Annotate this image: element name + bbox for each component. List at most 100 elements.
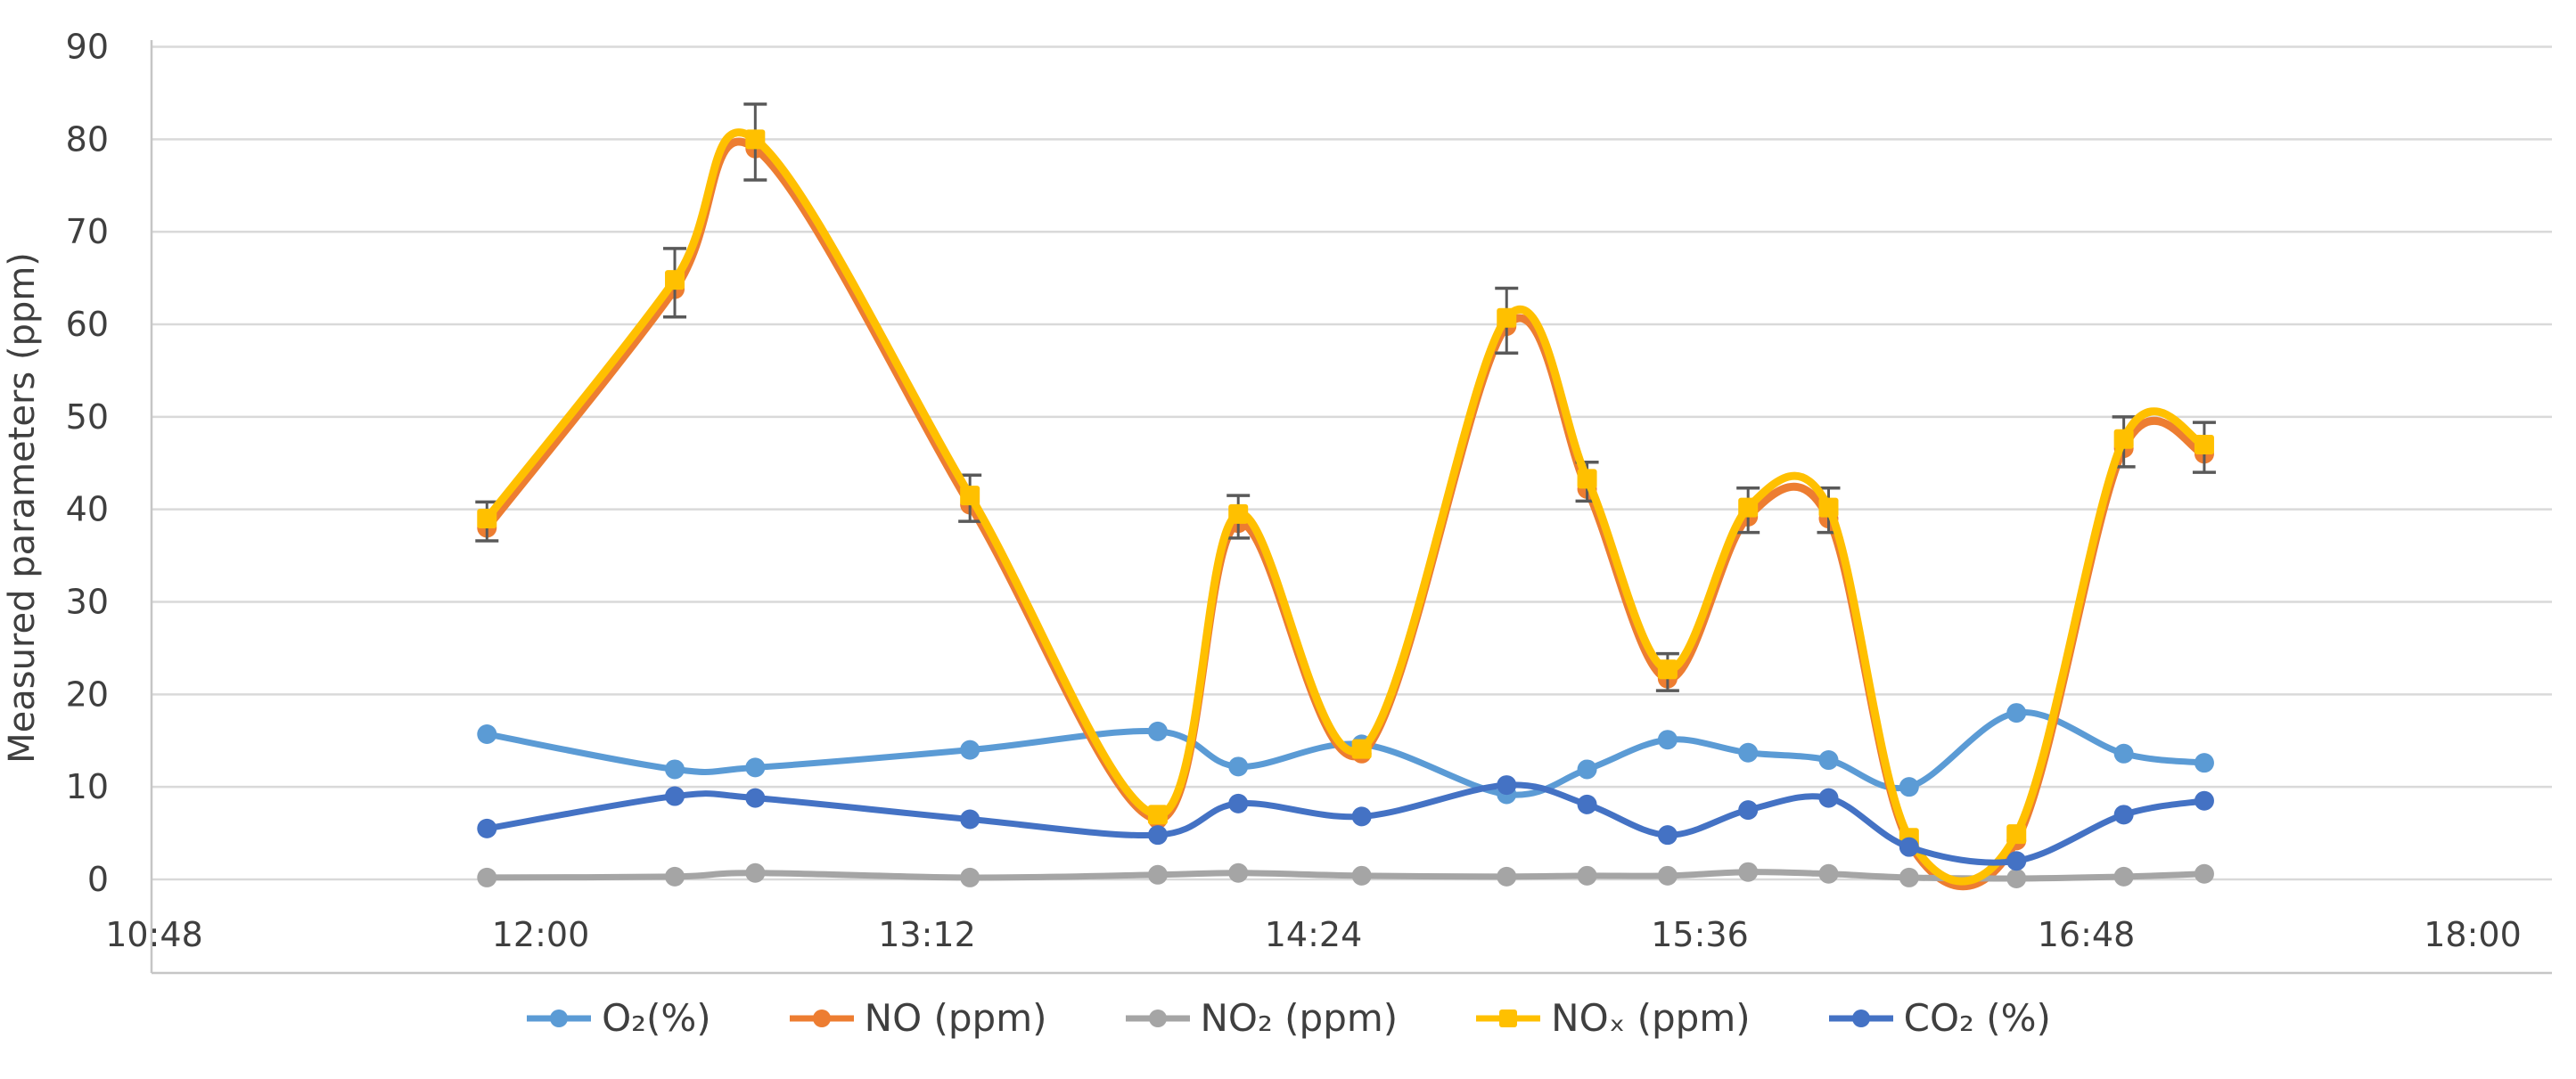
marker-nox (665, 270, 685, 290)
marker-co2 (1497, 775, 1517, 796)
marker-o2 (2006, 703, 2027, 723)
marker-no2 (960, 867, 980, 887)
x-axis-tick-labels: 10:48 12:00 13:12 14:24 15:36 16:48 18:00 (105, 915, 2522, 954)
marker-o2 (1228, 756, 1249, 777)
marker-co2 (960, 809, 980, 830)
y-axis-tick-labels: 0 10 20 30 40 50 60 70 80 90 (66, 28, 109, 900)
legend-item-no2: NO₂ (ppm) (1124, 996, 1399, 1040)
marker-o2 (1577, 759, 1597, 780)
x-tick-label-1800: 18:00 (2424, 915, 2522, 954)
marker-o2 (1147, 721, 1168, 741)
marker-no2 (1899, 867, 1919, 887)
marker-co2 (1147, 825, 1168, 846)
marker-nox (2194, 434, 2214, 454)
marker-co2 (477, 818, 497, 838)
marker-o2 (2113, 743, 2134, 764)
marker-co2 (1351, 806, 1372, 827)
marker-no2 (1577, 865, 1597, 886)
marker-co2 (1738, 800, 1759, 821)
marker-co2 (745, 788, 766, 808)
legend-item-o2: O₂(%) (525, 996, 711, 1040)
marker-nox (1818, 497, 1839, 518)
series-markers-no2 (477, 862, 2214, 888)
legend-item-nox: NOₓ (ppm) (1474, 996, 1751, 1040)
marker-nox (2113, 429, 2134, 449)
marker-nox (1228, 503, 1249, 524)
marker-co2 (2194, 790, 2214, 811)
marker-no2 (2006, 868, 2027, 888)
marker-no2 (1228, 862, 1249, 883)
y-tick-label-30: 30 (66, 583, 109, 622)
marker-o2 (1738, 742, 1759, 763)
marker-nox (1147, 805, 1168, 825)
marker-nox (745, 129, 766, 150)
x-tick-label-1048: 10:48 (105, 915, 203, 954)
marker-no2 (477, 867, 497, 887)
marker-nox (1577, 469, 1597, 489)
marker-co2 (2006, 851, 2027, 871)
x-tick-label-1200: 12:00 (492, 915, 590, 954)
y-tick-label-0: 0 (87, 860, 109, 899)
legend-item-no: NO (ppm) (788, 996, 1047, 1040)
marker-o2 (1657, 730, 1678, 750)
marker-nox (477, 509, 497, 529)
marker-co2 (1228, 793, 1249, 813)
y-axis-title: Measured parameters (ppm) (2, 252, 43, 764)
gridlines (152, 45, 2552, 881)
marker-nox (1497, 307, 1517, 328)
marker-o2 (1818, 750, 1839, 771)
y-tick-label-20: 20 (66, 674, 109, 714)
legend-key-no-icon (789, 1009, 854, 1027)
marker-no2 (665, 866, 685, 887)
legend-label-no2: NO₂ (ppm) (1200, 996, 1399, 1040)
y-tick-label-90: 90 (66, 28, 109, 67)
marker-no2 (2113, 866, 2134, 887)
marker-no2 (1497, 866, 1517, 887)
chart-legend: O₂(%) NO (ppm) NO₂ (ppm) NOₓ (ppm) CO₂ (%) (0, 996, 2576, 1040)
marker-co2 (665, 786, 685, 806)
marker-o2 (477, 723, 497, 744)
marker-nox (1657, 659, 1678, 680)
x-tick-label-1648: 16:48 (2038, 915, 2136, 954)
marker-nox (960, 486, 980, 506)
marker-nox (2006, 824, 2027, 845)
legend-key-nox-icon (1476, 1009, 1541, 1027)
legend-label-no: NO (ppm) (864, 996, 1047, 1040)
y-tick-label-60: 60 (66, 305, 109, 344)
y-tick-label-40: 40 (66, 490, 109, 529)
marker-o2 (1899, 777, 1919, 797)
legend-key-no2-icon (1125, 1009, 1190, 1027)
marker-o2 (745, 757, 766, 778)
legend-label-o2: O₂(%) (602, 996, 711, 1040)
y-tick-label-80: 80 (66, 119, 109, 159)
series-markers-co2 (477, 775, 2214, 871)
marker-o2 (960, 740, 980, 760)
marker-no2 (1738, 862, 1759, 882)
x-tick-label-1312: 13:12 (878, 915, 976, 954)
marker-no2 (1147, 864, 1168, 885)
marker-co2 (2113, 805, 2134, 825)
x-tick-label-1424: 14:24 (1265, 915, 1363, 954)
y-tick-label-50: 50 (66, 397, 109, 437)
marker-co2 (1577, 794, 1597, 814)
series-layer (475, 102, 2216, 891)
marker-o2 (665, 759, 685, 780)
marker-o2 (2194, 753, 2214, 773)
series-line-no (482, 137, 2209, 891)
series-line-nox (482, 128, 2209, 886)
y-tick-label-10: 10 (66, 767, 109, 806)
marker-co2 (1899, 837, 1919, 857)
marker-nox (1351, 739, 1372, 759)
marker-co2 (1818, 788, 1839, 808)
y-tick-label-70: 70 (66, 212, 109, 251)
marker-nox (1738, 497, 1759, 518)
marker-no2 (1657, 865, 1678, 886)
legend-item-co2: CO₂ (%) (1827, 996, 2051, 1040)
series-line-no2 (483, 869, 2208, 882)
x-tick-label-1536: 15:36 (1651, 915, 1749, 954)
marker-no2 (2194, 863, 2214, 884)
marker-no2 (745, 862, 766, 883)
marker-no2 (1818, 863, 1839, 884)
